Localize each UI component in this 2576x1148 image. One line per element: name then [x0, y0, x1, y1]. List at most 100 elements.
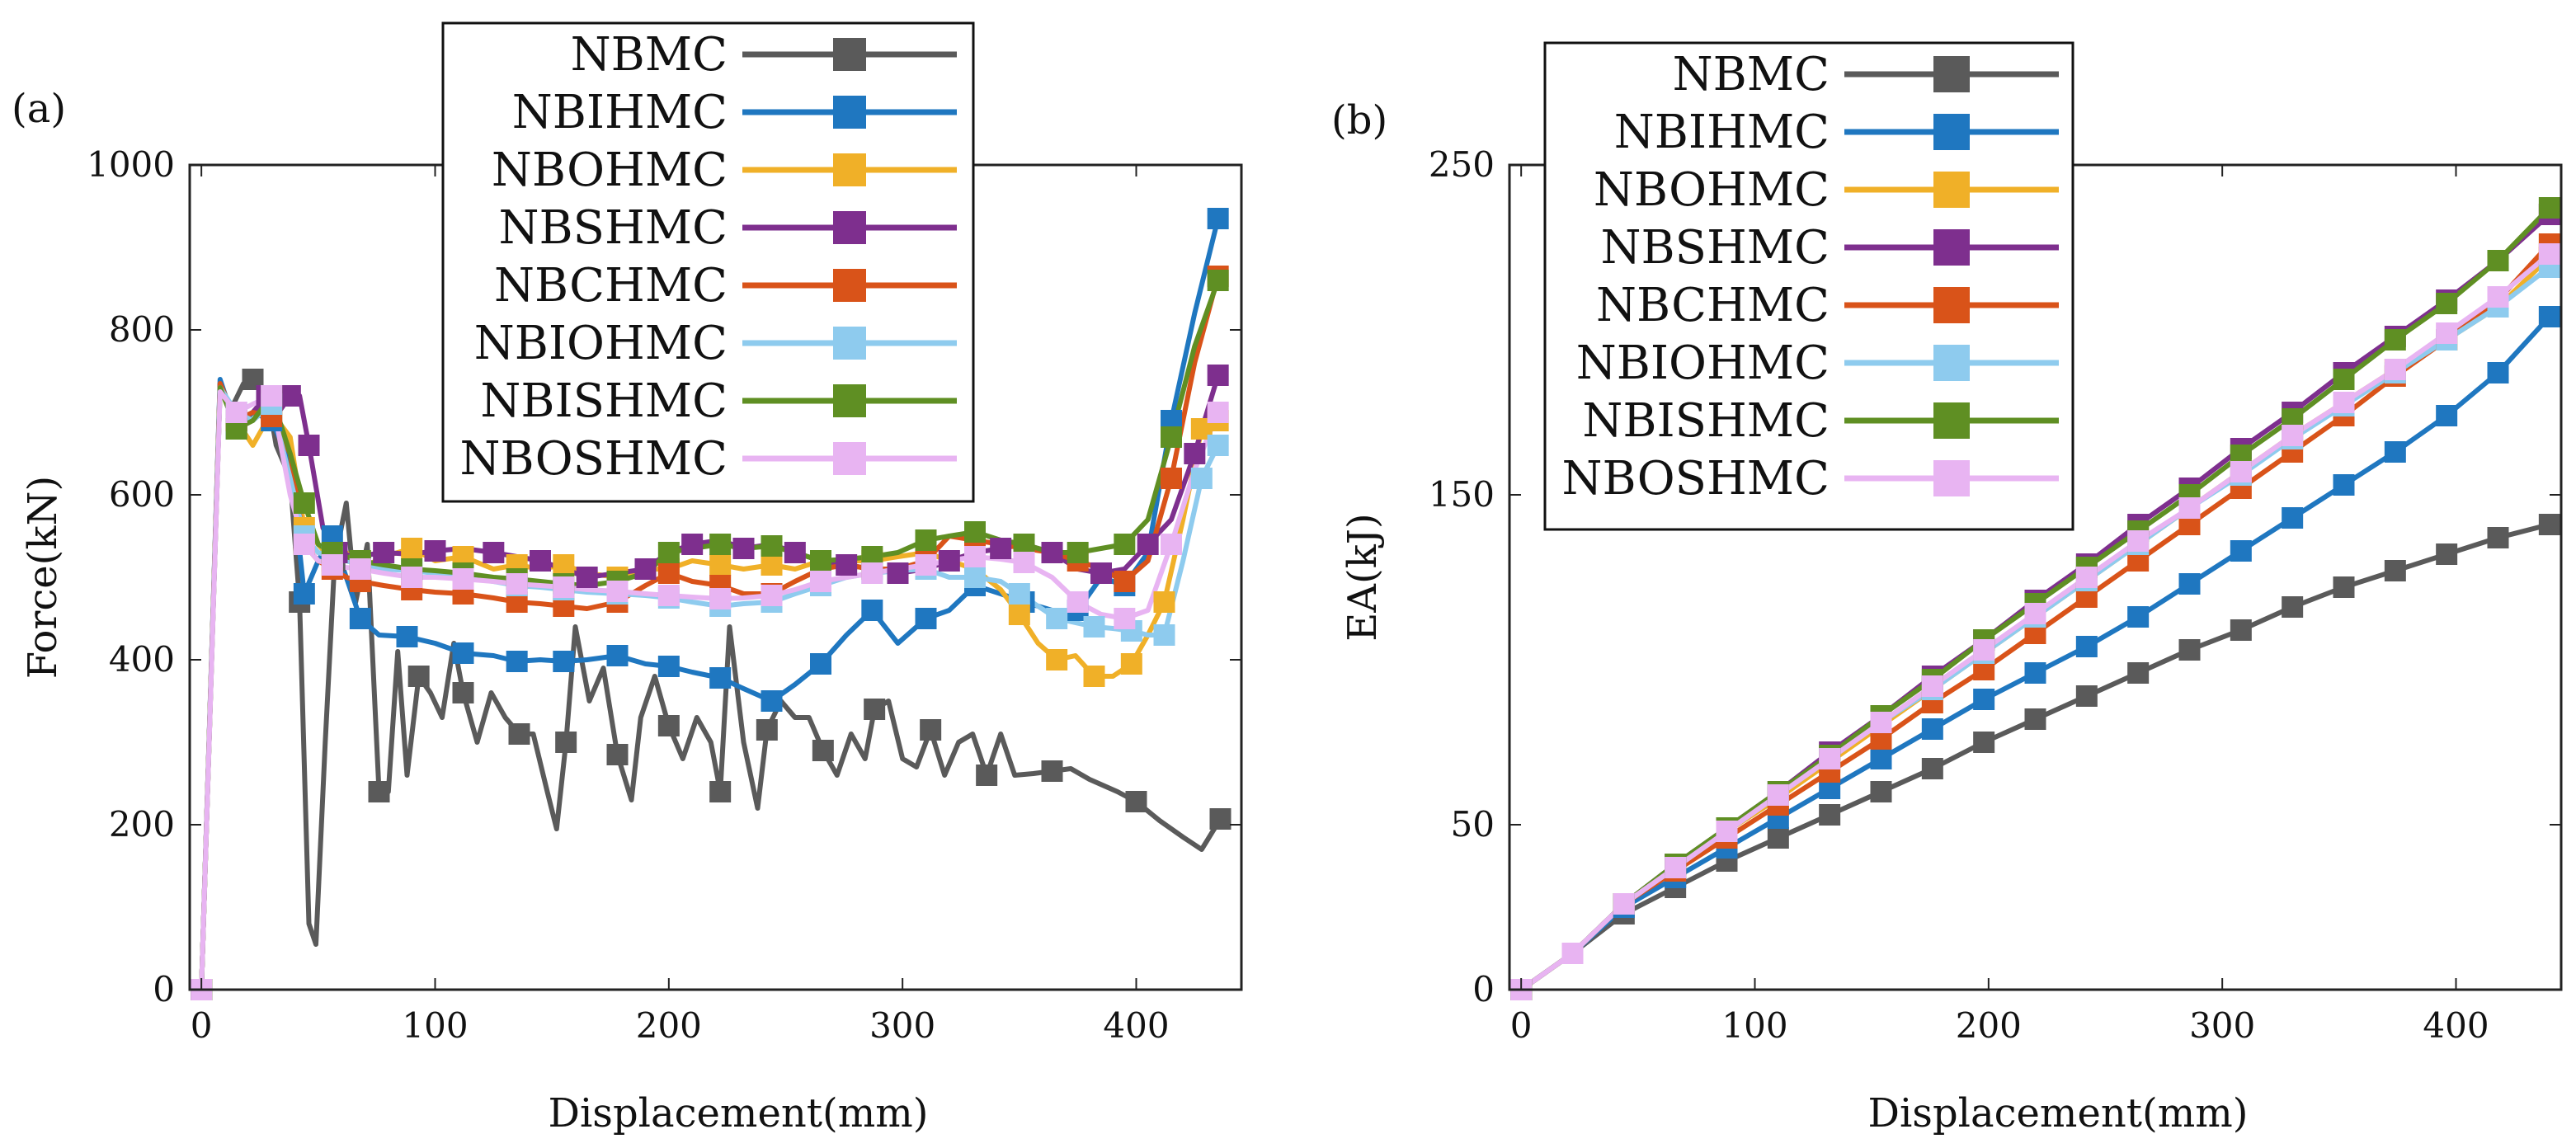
data-point-nbmc	[1819, 804, 1841, 826]
x-tick-label: 300	[2189, 1005, 2255, 1046]
data-point-nbishmc	[1161, 426, 1182, 448]
legend-label-nbchmc: NBCHMC	[1596, 279, 1830, 332]
data-point-nbshmc	[836, 554, 858, 576]
data-point-nbihmc	[1973, 689, 1995, 710]
data-point-nbshmc	[530, 550, 551, 572]
data-point-nbmc	[555, 732, 577, 753]
legend-marker-nbihmc	[1933, 114, 1970, 150]
data-point-nboshmc	[553, 576, 575, 598]
data-point-nbshmc	[1090, 562, 1112, 584]
data-point-nbihmc	[2127, 606, 2150, 628]
data-point-nbmc	[1870, 781, 1892, 802]
y-tick-label: 200	[109, 804, 175, 845]
panel-b-x-axis-label: Displacement(mm)	[1867, 1090, 2248, 1136]
legend-label-nbshmc: NBSHMC	[1600, 221, 1830, 275]
data-point-nbihmc	[293, 583, 315, 605]
data-point-nboshmc	[606, 581, 629, 602]
data-point-nbmc	[407, 666, 430, 687]
data-point-nbihmc	[2538, 306, 2560, 327]
legend-marker-nbohmc	[833, 153, 866, 186]
data-point-nboshmc	[225, 402, 247, 423]
data-point-nbmc	[2230, 619, 2252, 641]
data-point-nbshmc	[424, 540, 446, 562]
data-point-nbmc	[2075, 685, 2098, 707]
data-point-nbihmc	[915, 608, 937, 629]
data-point-nbiohmc	[964, 567, 986, 588]
data-point-nbshmc	[279, 385, 301, 407]
data-point-nbshmc	[938, 550, 960, 572]
data-point-nbihmc	[861, 600, 883, 621]
data-point-nbmc	[1209, 808, 1231, 830]
y-tick-label: 1000	[87, 144, 175, 185]
legend-label-nbishmc: NBISHMC	[1582, 394, 1830, 448]
panel-a-force-chart: (a) 0 100 200 300 400 0 200 400 600 800 1000 Disp…	[12, 21, 1243, 1136]
data-point-nbihmc	[2436, 405, 2458, 426]
data-point-nbmc	[976, 765, 998, 786]
data-point-nbishmc	[2436, 293, 2458, 314]
data-point-nbishmc	[1114, 534, 1136, 555]
data-point-nbmc	[1767, 827, 1789, 849]
data-point-nbmc	[756, 719, 778, 741]
panel-a-legend: NBMCNBIHMCNBOHMCNBSHMCNBCHMCNBIOHMCNBISH…	[441, 21, 975, 503]
x-tick-label: 0	[191, 1005, 213, 1046]
legend-label-nbshmc: NBSHMC	[498, 201, 728, 255]
data-point-nbihmc	[761, 690, 783, 712]
x-tick-label: 400	[1103, 1005, 1169, 1046]
data-point-nboshmc	[964, 546, 986, 567]
x-tick-label: 200	[1956, 1005, 2022, 1046]
x-tick-label: 100	[402, 1005, 468, 1046]
data-point-nbiohmc	[1083, 616, 1105, 638]
data-point-nboshmc	[1921, 675, 1943, 697]
data-point-nboshmc	[1067, 591, 1089, 613]
data-point-nbihmc	[452, 642, 474, 664]
data-point-nboshmc	[452, 568, 474, 590]
data-point-nbmc	[2333, 576, 2355, 598]
legend-marker-nbchmc	[1933, 287, 1970, 323]
data-point-nboshmc	[2024, 603, 2046, 624]
panel-a-y-ticks: 0 200 400 600 800 1000	[87, 144, 1241, 1009]
data-point-nboshmc	[2178, 497, 2201, 519]
data-point-nbshmc	[298, 435, 320, 456]
legend-label-nbohmc: NBOHMC	[1594, 163, 1830, 217]
legend-label-nbmc: NBMC	[571, 28, 728, 82]
data-point-nbishmc	[761, 535, 783, 557]
data-point-nbshmc	[373, 542, 395, 563]
y-tick-label: 0	[153, 969, 175, 1009]
data-point-nboshmc	[761, 585, 783, 606]
data-point-nbihmc	[1870, 748, 1892, 769]
data-point-nbishmc	[2333, 369, 2355, 390]
legend-box	[1543, 41, 2074, 531]
data-point-nboshmc	[1665, 857, 1687, 878]
data-point-nboshmc	[657, 585, 680, 606]
y-tick-label: 150	[1429, 474, 1495, 515]
data-point-nbmc	[606, 744, 629, 765]
y-tick-label: 250	[1429, 144, 1495, 185]
data-point-nbishmc	[293, 492, 315, 514]
panel-b-energy-chart: (b) 0 100 200 300 400 0 50 150 250 Displacement…	[1331, 41, 2563, 1136]
data-point-nbshmc	[576, 567, 598, 588]
data-point-nbiohmc	[1190, 468, 1213, 489]
data-point-nbchmc	[1114, 571, 1136, 592]
data-point-nbmc	[920, 719, 942, 741]
data-point-nbihmc	[606, 645, 629, 666]
data-point-nbishmc	[2384, 329, 2406, 351]
data-point-nboshmc	[1561, 943, 1584, 964]
data-point-nbihmc	[349, 608, 371, 629]
data-point-nbishmc	[709, 534, 732, 555]
data-point-nbihmc	[1207, 208, 1229, 229]
data-point-nbishmc	[2487, 250, 2509, 271]
data-point-nboshmc	[1114, 608, 1136, 629]
data-point-nbmc	[2024, 708, 2046, 730]
data-point-nbshmc	[1184, 443, 1206, 464]
data-point-nboshmc	[506, 573, 528, 595]
data-point-nboshmc	[261, 385, 283, 407]
data-point-nbshmc	[1137, 534, 1159, 555]
data-point-nbmc	[1041, 760, 1063, 782]
data-point-nboshmc	[2075, 567, 2098, 588]
data-point-nbchmc	[1161, 468, 1182, 489]
data-point-nbshmc	[887, 562, 909, 584]
data-point-nbishmc	[1207, 270, 1229, 291]
data-point-nboshmc	[1819, 748, 1841, 769]
legend-label-nbiohmc: NBIOHMC	[474, 317, 728, 370]
legend-marker-nbmc	[1933, 56, 1970, 92]
